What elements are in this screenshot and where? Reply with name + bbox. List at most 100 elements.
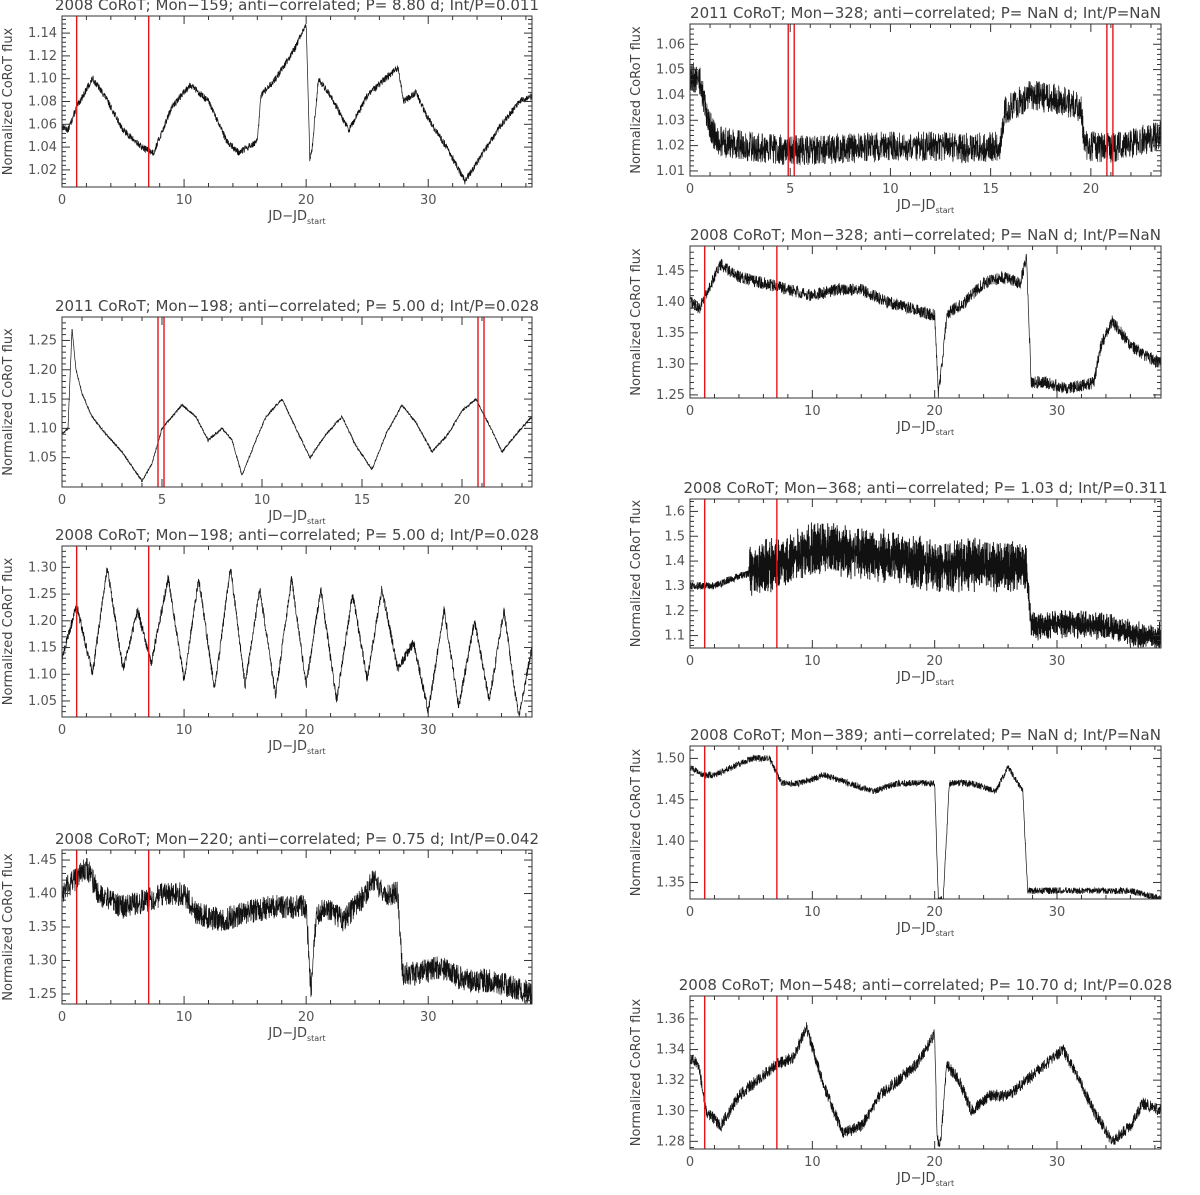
x-tick-label: 20: [1083, 182, 1100, 197]
x-tick-label: 30: [420, 723, 437, 738]
plot-frame: [689, 245, 1162, 399]
flux-series: [62, 858, 532, 1004]
y-tick-label: 1.28: [656, 1134, 685, 1149]
x-tick-label: 10: [254, 493, 271, 508]
y-axis-label: Normalized CoRoT flux: [1, 328, 16, 476]
x-axis-label: JD−JDstart: [267, 209, 325, 226]
y-tick-label: 1.34: [656, 1043, 685, 1058]
plot-frame: [689, 745, 1162, 900]
x-tick-label: 0: [686, 905, 694, 920]
plot-frame: [689, 995, 1162, 1150]
y-tick-label: 1.02: [28, 163, 57, 178]
x-tick-label: 10: [176, 193, 193, 208]
y-tick-label: 1.4: [664, 554, 685, 569]
x-tick-label: 20: [926, 1155, 943, 1170]
x-tick-label: 30: [1049, 654, 1066, 669]
y-tick-label: 1.02: [656, 139, 685, 154]
x-tick-label: 0: [686, 404, 694, 419]
x-axis-label: JD−JDstart: [267, 739, 325, 756]
panel-title: 2008 CoRoT; Mon−220; anti−correlated; P=…: [55, 830, 539, 848]
y-axis-label: Normalized CoRoT flux: [629, 26, 644, 174]
panel-title: 2008 CoRoT; Mon−368; anti−correlated; P=…: [684, 479, 1168, 497]
y-tick-label: 1.10: [28, 72, 57, 87]
y-tick-label: 1.2: [664, 604, 685, 619]
flux-series: [62, 24, 532, 185]
y-tick-label: 1.45: [656, 793, 685, 808]
y-tick-label: 1.35: [28, 920, 57, 935]
x-tick-label: 30: [420, 1010, 437, 1025]
y-tick-label: 1.04: [28, 140, 57, 155]
x-tick-label: 10: [176, 1010, 193, 1025]
y-tick-label: 1.01: [656, 164, 685, 179]
x-tick-label: 30: [1049, 905, 1066, 920]
y-tick-label: 1.25: [656, 388, 685, 403]
y-tick-label: 1.25: [28, 587, 57, 602]
x-axis-label: JD−JDstart: [896, 921, 954, 938]
y-tick-label: 1.50: [656, 751, 685, 766]
x-tick-label: 30: [1049, 1155, 1066, 1170]
y-tick-label: 1.40: [656, 295, 685, 310]
panel-9: 2008 CoRoT; Mon−548; anti−correlated; P=…: [629, 976, 1172, 1188]
y-tick-label: 1.15: [28, 641, 57, 656]
y-tick-label: 1.45: [28, 853, 57, 868]
flux-series: [690, 253, 1161, 398]
x-tick-label: 30: [420, 193, 437, 208]
y-tick-label: 1.05: [28, 451, 57, 466]
y-tick-label: 1.20: [28, 614, 57, 629]
x-tick-label: 10: [804, 404, 821, 419]
x-tick-label: 20: [298, 723, 315, 738]
y-axis-label: Normalized CoRoT flux: [629, 499, 644, 647]
y-tick-label: 1.12: [28, 49, 57, 64]
x-tick-label: 10: [804, 905, 821, 920]
x-tick-label: 0: [58, 193, 66, 208]
flux-series: [62, 567, 532, 717]
panel-6: 2008 CoRoT; Mon−328; anti−correlated; P=…: [629, 226, 1162, 437]
x-tick-label: 20: [926, 404, 943, 419]
x-tick-label: 20: [298, 1010, 315, 1025]
x-tick-label: 15: [354, 493, 371, 508]
y-axis-label: Normalized CoRoT flux: [1, 27, 16, 175]
y-tick-label: 1.06: [28, 117, 57, 132]
panel-title: 2011 CoRoT; Mon−198; anti−correlated; P=…: [55, 297, 539, 315]
x-tick-label: 0: [58, 723, 66, 738]
flux-series: [690, 754, 1161, 899]
y-tick-label: 1.3: [664, 579, 685, 594]
y-tick-label: 1.1: [664, 629, 685, 644]
y-tick-label: 1.06: [656, 37, 685, 52]
panel-title: 2008 CoRoT; Mon−328; anti−correlated; P=…: [690, 226, 1161, 244]
y-tick-label: 1.05: [28, 694, 57, 709]
x-tick-label: 0: [686, 654, 694, 669]
x-tick-label: 10: [804, 1155, 821, 1170]
y-tick-label: 1.6: [664, 504, 685, 519]
y-tick-label: 1.30: [656, 1104, 685, 1119]
x-tick-label: 30: [1049, 404, 1066, 419]
y-axis-label: Normalized CoRoT flux: [629, 248, 644, 396]
flux-series: [62, 328, 532, 483]
y-tick-label: 1.45: [656, 264, 685, 279]
x-tick-label: 20: [298, 193, 315, 208]
plot-frame: [61, 316, 533, 488]
y-tick-label: 1.05: [656, 63, 685, 78]
x-tick-label: 20: [926, 654, 943, 669]
x-tick-label: 10: [804, 654, 821, 669]
flux-series: [690, 62, 1161, 166]
y-tick-label: 1.40: [656, 834, 685, 849]
y-tick-label: 1.25: [28, 333, 57, 348]
x-axis-label: JD−JDstart: [896, 420, 954, 437]
plot-frame: [689, 498, 1162, 649]
x-tick-label: 10: [176, 723, 193, 738]
x-tick-label: 5: [786, 182, 794, 197]
x-tick-label: 0: [686, 1155, 694, 1170]
y-tick-label: 1.5: [664, 529, 685, 544]
panel-8: 2008 CoRoT; Mon−389; anti−correlated; P=…: [629, 726, 1162, 938]
x-tick-label: 0: [58, 1010, 66, 1025]
flux-series: [690, 1022, 1161, 1147]
x-tick-label: 0: [686, 182, 694, 197]
y-tick-label: 1.35: [656, 326, 685, 341]
panel-title: 2008 CoRoT; Mon−548; anti−correlated; P=…: [679, 976, 1173, 994]
panel-7: 2008 CoRoT; Mon−368; anti−correlated; P=…: [629, 479, 1167, 687]
panel-2: 2011 CoRoT; Mon−198; anti−correlated; P=…: [1, 297, 539, 526]
y-tick-label: 1.35: [656, 875, 685, 890]
panel-title: 2011 CoRoT; Mon−328; anti−correlated; P=…: [690, 4, 1161, 22]
x-axis-label: JD−JDstart: [267, 1026, 325, 1043]
